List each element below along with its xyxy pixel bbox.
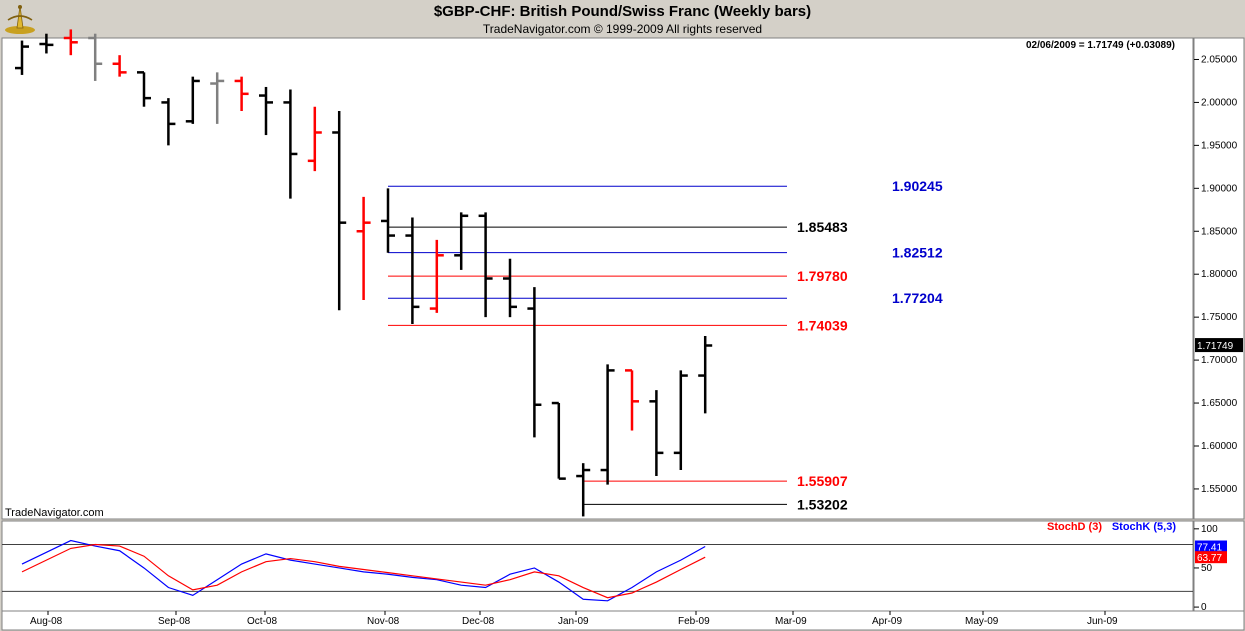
ohlc-bar [112,55,127,77]
ohlc-bar [381,188,395,253]
level-label: 1.74039 [797,317,848,333]
price-axis: 1.55000 1.60000 1.65000 1.70000 1.75000 1.800… [1194,54,1238,495]
level-lines: 1.90245 1.85483 1.82512 1.79780 1.77204 1.740… [388,178,943,512]
ohlc-bar [673,370,688,471]
price-tick-label: 2.05000 [1201,54,1238,65]
price-tick-label: 1.85000 [1201,226,1238,237]
ohlc-bar [15,40,29,75]
ohlc-bar [234,76,249,112]
price-tick-label: 2.00000 [1201,97,1238,108]
last-price-label: 1.71749 [1197,341,1234,352]
ohlc-bar [161,98,176,146]
stoch-series-line [21,543,706,599]
ohlc-bar [88,33,103,81]
level-label: 1.77204 [892,290,943,306]
date-tick-label: Apr-09 [872,616,902,627]
price-axis-panel [1193,37,1245,520]
ohlc-bar [405,217,420,325]
stoch-series-line [21,539,706,602]
price-bars [15,29,713,517]
ohlc-bar [576,463,591,517]
price-tick-label: 1.55000 [1201,484,1238,495]
price-tick-label: 1.60000 [1201,441,1238,452]
ohlc-bar [259,86,273,136]
ohlc-bar [210,72,225,124]
stoch-k-legend: StochK (5,3) [1112,521,1177,533]
price-tick-label: 1.90000 [1201,183,1238,194]
ohlc-bar [39,33,54,54]
stoch-d-legend: StochD (3) [1047,521,1102,533]
stoch-d-tag-box [1195,551,1227,564]
ohlc-bar [63,29,78,56]
level-label: 1.53202 [797,496,848,512]
ohlc-bar [454,212,469,270]
price-tick-label: 1.95000 [1201,140,1238,151]
last-price-tag: 1.71749 [1195,338,1243,353]
stoch-tick-label: 50 [1201,563,1213,574]
ohlc-bar [600,364,615,485]
level-label: 1.90245 [892,178,943,194]
chart-title: $GBP-CHF: British Pound/Swiss Franc (Wee… [433,3,812,20]
watermark: TradeNavigator.com [5,507,104,519]
date-tick-label: Nov-08 [367,616,400,627]
level-label: 1.55907 [797,473,848,489]
ohlc-bar [527,287,542,438]
date-tick-label: Sep-08 [158,616,191,627]
stoch-axis-panel [1193,520,1245,612]
stoch-panel [1,520,1194,612]
stoch-tick-label: 0 [1201,602,1207,613]
date-tick-label: Aug-08 [30,616,63,627]
ohlc-bar [503,258,517,318]
ohlc-bar [551,401,566,480]
ohlc-bar [332,111,347,311]
ohlc-bar [649,390,664,477]
price-tick-label: 1.65000 [1201,398,1238,409]
level-label: 1.85483 [797,219,848,235]
ohlc-bar [698,336,713,414]
chart-subtitle: TradeNavigator.com © 1999-2009 All right… [482,22,763,36]
date-tick-label: Oct-08 [247,616,277,627]
stoch-k-tag-label: 77.41 [1197,543,1222,554]
stoch-d-tag-label: 63.77 [1197,553,1222,564]
level-label: 1.79780 [797,268,848,284]
price-tick-label: 1.70000 [1201,355,1238,366]
date-tick-label: May-09 [965,616,999,627]
tradenavigator-logo-icon [2,2,38,36]
ohlc-bar [478,212,493,318]
date-axis: Aug-08 Sep-08 Oct-08 Nov-08 Dec-08 Jan-09 Feb-… [30,611,1118,627]
price-panel [1,37,1194,520]
ohlc-bar [429,239,444,313]
ohlc-bar [283,89,298,199]
ohlc-bar [625,369,639,431]
ohlc-bar [137,71,151,107]
date-tick-label: Dec-08 [462,616,495,627]
date-tick-label: Jan-09 [558,616,589,627]
level-label: 1.82512 [892,245,943,261]
price-tick-label: 1.75000 [1201,312,1238,323]
price-tick-label: 1.80000 [1201,269,1238,280]
ohlc-bar [356,196,371,300]
date-axis-panel [1,610,1245,631]
date-tick-label: Mar-09 [775,616,807,627]
date-tick-label: Jun-09 [1087,616,1118,627]
last-price-box [1195,338,1243,353]
stoch-axis: 0 50 100 [1194,524,1218,613]
stoch-k-tag-box [1195,540,1227,553]
stoch-tick-label: 100 [1201,524,1218,535]
ohlc-bar [307,106,322,172]
ohlc-bar [185,76,200,124]
date-tick-label: Feb-09 [678,616,710,627]
stochastic-lines [2,539,1193,602]
price-readout: 02/06/2009 = 1.71749 (+0.03089) [1026,40,1175,51]
